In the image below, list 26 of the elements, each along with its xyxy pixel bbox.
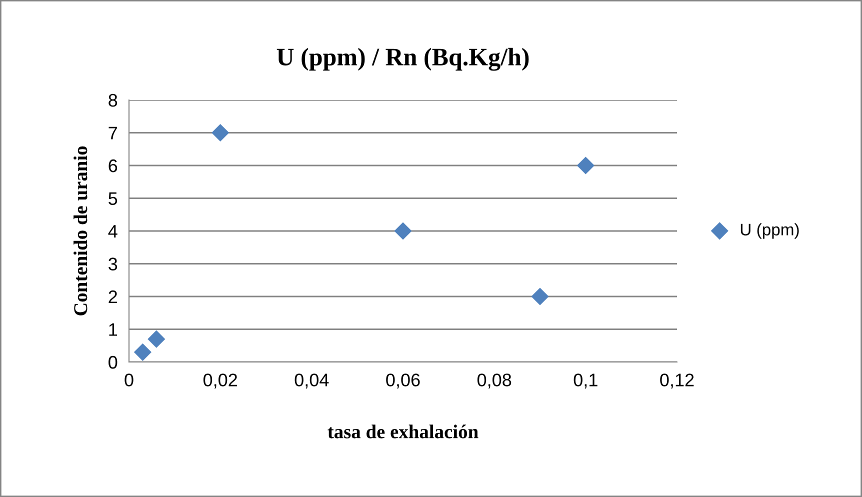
point (394, 222, 412, 240)
x-tick-label: 0 (124, 374, 134, 386)
y-tick-label: 2 (108, 290, 117, 304)
legend-label: U (ppm) (740, 223, 799, 239)
y-tick-label: 6 (108, 159, 118, 172)
y-tick-label: 1 (109, 323, 118, 336)
y-tick-label: 3 (108, 258, 118, 270)
point (212, 124, 230, 142)
y-tick-label: 8 (108, 94, 118, 107)
point (148, 330, 166, 348)
y-tick-label: 4 (108, 225, 118, 238)
x-tick-label: 0,1 (574, 374, 598, 389)
point (134, 343, 152, 361)
y-tick-label: 0 (108, 356, 118, 369)
x-tick-label: 0,04 (294, 374, 329, 389)
x-axis-title: tasa de exhalación (328, 424, 478, 438)
chart-title: U (ppm) / Rn (Bq.Kg/h) (276, 48, 529, 71)
point (576, 156, 594, 174)
x-tick-label: 0,12 (660, 374, 694, 389)
y-tick-label: 5 (108, 192, 118, 205)
y-tick-label: 7 (108, 126, 117, 140)
x-tick-label: 0,02 (203, 374, 237, 389)
point (531, 288, 549, 306)
x-tick-label: 0,08 (477, 374, 512, 389)
y-axis-title: Contenido de uranio (74, 146, 88, 316)
x-tick-label: 0,06 (386, 374, 420, 389)
